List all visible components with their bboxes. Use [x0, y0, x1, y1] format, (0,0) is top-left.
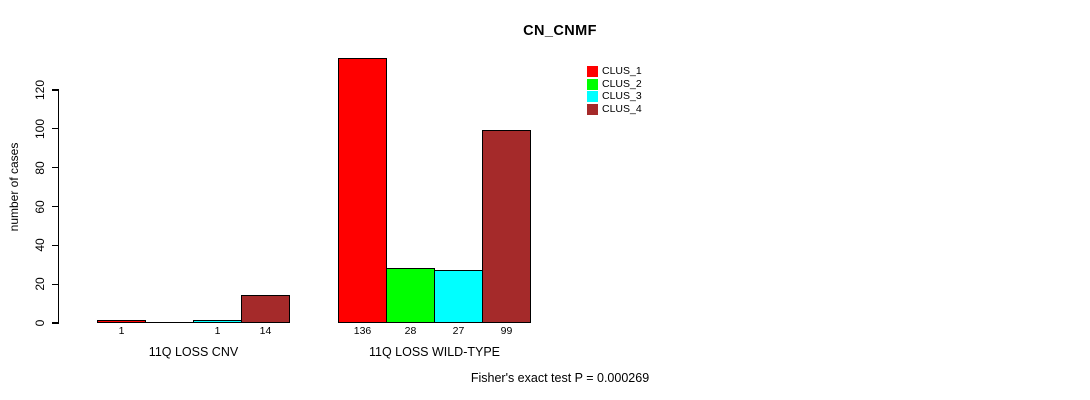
y-axis-tick-label: 40	[33, 238, 47, 253]
bar-clus_4	[482, 129, 531, 323]
legend-item-label: CLUS_2	[602, 77, 642, 90]
bar-clus_2	[386, 267, 435, 323]
bar-clus_3	[193, 319, 242, 323]
bar-clus_3	[434, 269, 483, 323]
y-axis-tick-label: 60	[33, 199, 47, 214]
legend-item-label: CLUS_4	[602, 102, 642, 115]
y-axis-tick	[52, 244, 60, 246]
bar-clus_4	[241, 294, 290, 323]
bar-zero-line	[145, 321, 194, 323]
y-axis-tick	[52, 167, 60, 169]
legend-swatch	[587, 103, 598, 115]
y-axis-tick-label: 100	[33, 118, 47, 139]
bar-value-label: 14	[259, 324, 272, 337]
bar-value-label: 136	[353, 324, 372, 337]
bar-value-label: 1	[118, 324, 125, 337]
bar-value-label: 1	[214, 324, 221, 337]
legend-item: CLUS_1	[587, 66, 642, 77]
legend: CLUS_1 CLUS_2 CLUS_3 CLUS_4	[587, 66, 642, 115]
y-axis-line	[57, 90, 60, 325]
stat-test-note: Fisher's exact test P = 0.000269	[470, 371, 650, 385]
y-axis-tick-label: 80	[33, 160, 47, 175]
bar-value-label: 27	[452, 324, 465, 337]
legend-swatch	[587, 91, 598, 102]
bar-clus_1	[97, 319, 146, 323]
legend-item: CLUS_2	[587, 77, 642, 90]
legend-swatch	[587, 78, 598, 90]
y-axis-tick	[52, 128, 60, 130]
y-axis-tick	[52, 89, 60, 91]
bar-value-label: 28	[404, 324, 417, 337]
y-axis-tick-label: 120	[33, 79, 47, 101]
bar-value-label: 99	[500, 324, 513, 337]
x-category-label: 11Q LOSS WILD-TYPE	[368, 344, 501, 359]
y-axis-tick-label: 20	[33, 277, 47, 291]
legend-swatch	[587, 66, 598, 77]
y-axis-tick	[52, 205, 60, 208]
x-category-label: 11Q LOSS CNV	[148, 344, 239, 359]
chart-title: CN_CNMF	[523, 23, 597, 39]
y-axis-tick-label: 0	[33, 319, 47, 327]
legend-item: CLUS_4	[587, 102, 642, 115]
y-axis-tick	[52, 322, 60, 324]
y-axis-tick	[52, 283, 60, 285]
legend-item-label: CLUS_1	[602, 65, 642, 77]
bar-clus_1	[338, 57, 387, 323]
legend-item-label: CLUS_3	[602, 90, 642, 102]
legend-item: CLUS_3	[587, 91, 642, 102]
